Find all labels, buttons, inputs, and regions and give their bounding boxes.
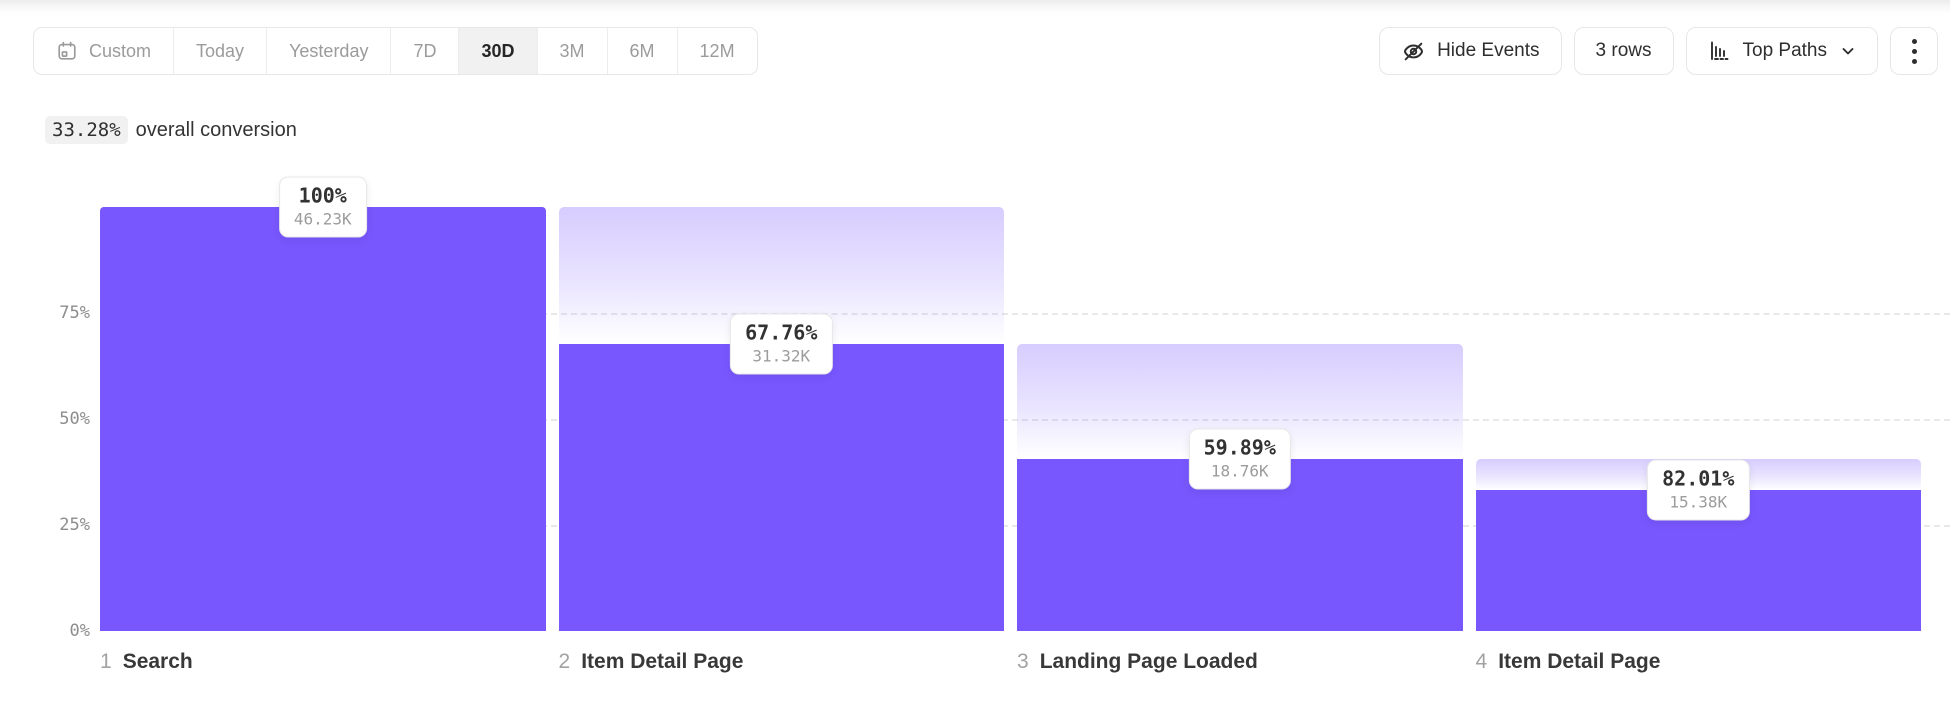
y-axis-tick-50: 50% — [59, 409, 90, 429]
date-range-7d[interactable]: 7D — [391, 28, 460, 74]
conversion-tooltip-step-1: 100% 46.23K — [278, 176, 367, 238]
rows-button[interactable]: 3 rows — [1573, 27, 1674, 75]
y-axis-tick-0: 0% — [69, 621, 90, 641]
y-axis-tick-25: 25% — [59, 515, 90, 535]
step-number: 1 — [100, 650, 112, 673]
date-range-label: Custom — [89, 40, 152, 61]
rows-label: 3 rows — [1595, 40, 1652, 61]
more-options-button[interactable] — [1890, 27, 1938, 75]
chevron-down-icon — [1840, 43, 1856, 59]
date-range-label: Yesterday — [289, 40, 369, 61]
date-range-custom[interactable]: Custom — [34, 28, 175, 74]
step-count: 15.38K — [1669, 492, 1728, 512]
funnel-bar-step-3 — [1017, 207, 1463, 631]
bar-chart-icon — [1708, 39, 1732, 63]
step-number: 4 — [1475, 650, 1488, 673]
step-conversion-pct: 82.01% — [1662, 466, 1735, 491]
date-range-label: 6M — [629, 40, 655, 61]
step-conversion-pct: 100% — [298, 183, 347, 208]
overall-conversion-summary: 33.28% overall conversion — [45, 116, 297, 144]
eye-off-icon — [1401, 39, 1426, 64]
step-name: Item Detail Page — [581, 650, 744, 673]
step-name: Item Detail Page — [1498, 650, 1661, 673]
date-range-yesterday[interactable]: Yesterday — [267, 28, 392, 74]
date-range-30d-selected[interactable]: 30D — [459, 28, 538, 74]
hide-events-button[interactable]: Hide Events — [1379, 27, 1562, 75]
hide-events-label: Hide Events — [1437, 40, 1540, 61]
step-label-2[interactable]: 2 Item Detail Page — [559, 650, 744, 674]
date-range-3m[interactable]: 3M — [538, 28, 608, 74]
overall-conversion-value: 33.28% — [45, 116, 128, 144]
gridline-50 — [100, 419, 1950, 421]
date-range-label: 7D — [413, 40, 437, 61]
step-count: 46.23K — [293, 209, 352, 229]
date-range-6m[interactable]: 6M — [608, 28, 678, 74]
step-label-4[interactable]: 4 Item Detail Page — [1476, 650, 1661, 674]
date-range-label: 12M — [699, 40, 735, 61]
step-label-1[interactable]: 1 Search — [100, 650, 193, 674]
date-range-control: Custom Today Yesterday 7D 30D 3M 6M 12M — [33, 27, 758, 75]
date-range-label: Today — [196, 40, 245, 61]
date-range-12m[interactable]: 12M — [678, 28, 757, 74]
step-conversion-pct: 59.89% — [1203, 435, 1276, 460]
top-scroll-shadow — [0, 0, 1950, 14]
step-count: 18.76K — [1210, 461, 1269, 481]
funnel-bar-step-1 — [100, 207, 546, 631]
conversion-tooltip-step-4: 82.01% 15.38K — [1647, 459, 1750, 521]
top-paths-dropdown[interactable]: Top Paths — [1685, 27, 1878, 75]
date-range-today[interactable]: Today — [174, 28, 268, 74]
step-number: 2 — [558, 650, 571, 673]
funnel-bar-step-2 — [558, 207, 1004, 631]
toolbar-right-group: Hide Events 3 rows Top Paths — [1379, 27, 1938, 75]
step-label-3[interactable]: 3 Landing Page Loaded — [1017, 650, 1258, 674]
funnel-bar-segment[interactable] — [100, 207, 546, 631]
step-name: Search — [122, 650, 193, 673]
overall-conversion-text: overall conversion — [135, 118, 297, 141]
top-paths-label: Top Paths — [1742, 40, 1828, 61]
funnel-bar-step-4 — [1475, 207, 1921, 631]
step-number: 3 — [1017, 650, 1029, 673]
date-range-label: 30D — [481, 40, 515, 61]
vertical-dots-icon — [1911, 38, 1917, 64]
date-range-label: 3M — [559, 40, 585, 61]
step-conversion-pct: 67.76% — [745, 320, 818, 345]
funnel-bar-segment[interactable] — [558, 343, 1004, 631]
step-count: 31.32K — [752, 346, 811, 366]
calendar-icon — [56, 40, 78, 62]
step-name: Landing Page Loaded — [1039, 650, 1258, 673]
gridline-75 — [100, 313, 1950, 315]
conversion-tooltip-step-2: 67.76% 31.32K — [730, 313, 833, 375]
y-axis-tick-75: 75% — [59, 303, 90, 323]
toolbar: Custom Today Yesterday 7D 30D 3M 6M 12M … — [33, 27, 1938, 75]
conversion-tooltip-step-3: 59.89% 18.76K — [1188, 428, 1291, 490]
